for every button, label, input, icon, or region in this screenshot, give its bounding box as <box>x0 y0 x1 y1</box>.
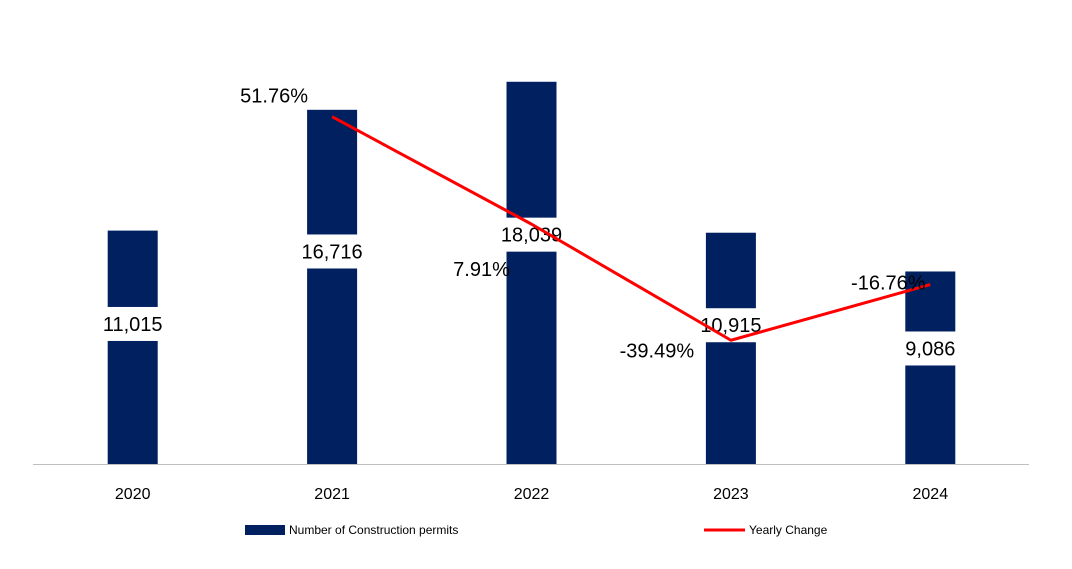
bar-2023 <box>705 232 756 464</box>
legend-bar-swatch <box>245 525 285 535</box>
x-tick-label: 2024 <box>913 486 949 503</box>
x-tick-label: 2022 <box>514 486 550 503</box>
bar-2020 <box>107 230 158 464</box>
legend-bar-label: Number of Construction permits <box>289 523 458 537</box>
x-tick-label: 2020 <box>115 486 151 503</box>
line-data-label: -39.49% <box>620 340 695 362</box>
bar-data-label: 11,015 <box>103 314 163 336</box>
x-tick-label: 2023 <box>713 486 749 503</box>
bar-label-bg <box>98 306 167 341</box>
bar-label-bg <box>896 331 965 366</box>
bar-data-label: 9,086 <box>905 338 955 360</box>
bar-label-bg <box>298 234 367 269</box>
line-data-label: 51.76% <box>240 86 308 108</box>
legend-line-label: Yearly Change <box>749 523 828 537</box>
x-tick-label: 2021 <box>314 486 350 503</box>
bar-data-label: 18,039 <box>501 225 562 247</box>
bar-2024 <box>905 271 956 464</box>
bar-data-label: 16,716 <box>302 241 363 263</box>
line-data-label: 7.91% <box>453 259 510 281</box>
yearly-change-line <box>331 115 931 342</box>
bar-2021 <box>307 109 358 464</box>
bar-2022 <box>506 81 557 464</box>
bar-label-bg <box>696 308 765 343</box>
line-data-label: -16.76% <box>851 273 926 295</box>
